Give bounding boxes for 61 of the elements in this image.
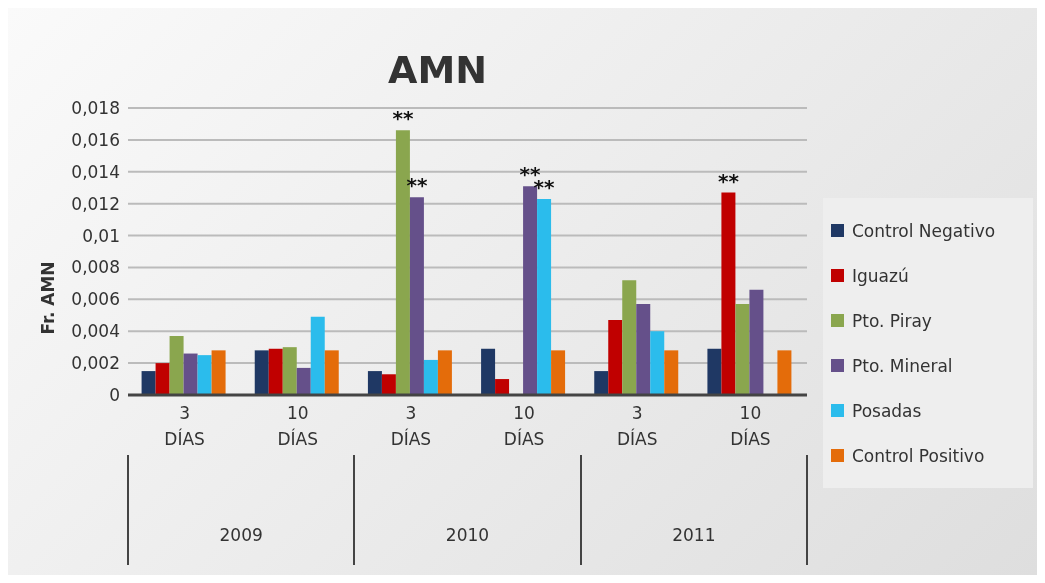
bar: [650, 331, 665, 395]
legend-label: Control Negativo: [852, 220, 996, 241]
legend-label: Posadas: [852, 400, 922, 421]
bar: [594, 371, 609, 395]
bar: [481, 348, 496, 395]
y-tick-label: 0,002: [71, 353, 120, 374]
bar: [622, 280, 637, 395]
bar: [296, 367, 311, 395]
text: 2011: [671, 525, 717, 545]
bar: [310, 316, 325, 395]
bar: [141, 371, 156, 395]
bar: [409, 197, 424, 395]
bar: [381, 374, 396, 395]
y-axis-title: Fr. AMN: [38, 260, 58, 337]
bar: [777, 350, 792, 395]
x-tick-label: 3 DÍAS: [164, 403, 205, 449]
y-tick-label: 0,01: [82, 225, 120, 246]
data-label: **: [392, 106, 414, 131]
x-tick-label: 3 DÍAS: [616, 403, 658, 449]
bar: [664, 350, 679, 395]
bar: [183, 353, 198, 395]
bar: [495, 379, 510, 395]
bar: [721, 192, 736, 395]
bar: [282, 347, 297, 395]
bar: [707, 348, 722, 395]
text: 2010: [444, 525, 491, 545]
bar: [608, 320, 623, 395]
x-tick-label: 10 DÍAS: [730, 403, 771, 449]
bar: [437, 350, 452, 395]
y-tick-label: 0,006: [71, 289, 120, 310]
bar: [749, 289, 764, 395]
x-tick-label: 10 DÍAS: [277, 403, 319, 449]
bar: [423, 359, 438, 395]
legend-label: Pto. Mineral: [852, 355, 953, 376]
y-tick-label: 0,012: [71, 193, 120, 214]
y-tick-label: 0,008: [71, 257, 120, 278]
bar: [537, 198, 552, 395]
bar: [254, 350, 269, 395]
legend-label: Pto. Piray: [852, 310, 932, 331]
legend-label: Iguazú: [852, 265, 909, 286]
bar: [268, 348, 283, 395]
bar: [551, 350, 566, 395]
x-tick-label: 3 DÍAS: [390, 403, 432, 449]
bar: [735, 304, 750, 395]
bar: [197, 355, 212, 395]
bar: [155, 363, 170, 395]
bar: [324, 350, 339, 395]
y-tick-label: 0,018: [71, 98, 120, 119]
bar: [367, 371, 382, 395]
y-tick-label: 0,014: [71, 161, 120, 182]
x-tick-label: 10 DÍAS: [503, 403, 545, 449]
y-tick-label: 0,004: [71, 321, 120, 342]
data-label: **: [717, 168, 740, 193]
y-tick-label: 0,016: [71, 129, 120, 150]
text: 2009: [218, 525, 264, 545]
bar: [169, 336, 184, 395]
y-tick-label: 0: [109, 385, 120, 406]
chart-title: AMN: [387, 48, 488, 92]
bar: [211, 350, 226, 395]
legend-label: Control Positivo: [852, 445, 985, 466]
bar: [636, 304, 651, 395]
